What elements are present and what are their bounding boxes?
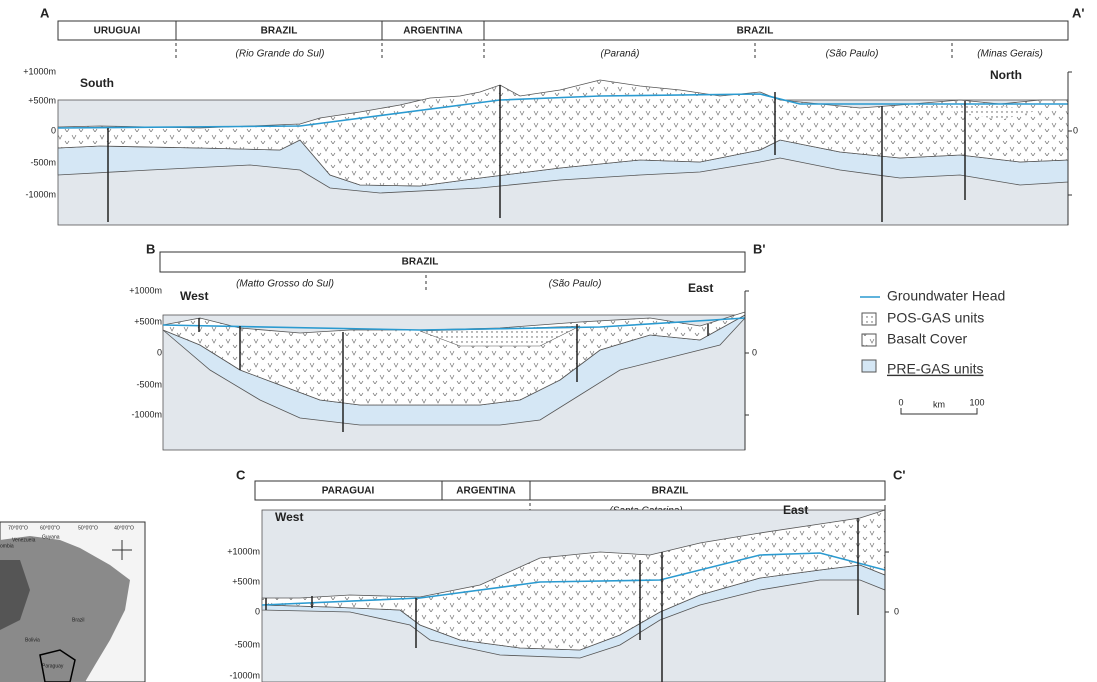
direction: West bbox=[180, 289, 208, 303]
section-label: B bbox=[146, 241, 155, 256]
legend-swatch bbox=[862, 313, 876, 325]
axis-label: +500m bbox=[28, 95, 56, 105]
map-coord: 50°0'0"O bbox=[78, 525, 98, 531]
state: (Matto Grosso do Sul) bbox=[236, 279, 334, 290]
scale-label: 0 bbox=[898, 397, 903, 407]
legend-swatch bbox=[862, 360, 876, 372]
axis-label: 0 bbox=[157, 347, 162, 357]
map-label: Brazil bbox=[72, 617, 85, 623]
axis-label: 0 bbox=[51, 125, 56, 135]
axis-label: -500m bbox=[30, 157, 56, 167]
axis-label: +1000m bbox=[23, 66, 56, 76]
axis-label: -1000m bbox=[131, 409, 162, 419]
direction: East bbox=[688, 281, 713, 295]
state: (São Paulo) bbox=[826, 49, 879, 60]
right-axis bbox=[1068, 72, 1072, 225]
map-label: Guyana bbox=[42, 534, 60, 540]
axis-label: +500m bbox=[232, 576, 260, 586]
axis-label: -1000m bbox=[25, 189, 56, 199]
country-bar bbox=[160, 252, 745, 272]
legend-swatch bbox=[862, 334, 876, 346]
section-a: A A' URUGUAI BRAZIL ARGENTINA BRAZIL (Ri… bbox=[23, 5, 1084, 225]
legend-label: Basalt Cover bbox=[887, 331, 967, 347]
country: BRAZIL bbox=[261, 26, 298, 37]
section-label: C bbox=[236, 467, 246, 482]
map-label: ombia bbox=[0, 543, 14, 549]
scale-label: km bbox=[933, 399, 945, 409]
direction: North bbox=[990, 68, 1022, 82]
state: (São Paulo) bbox=[549, 279, 602, 290]
map-coord: 60°0'0"O bbox=[40, 525, 60, 531]
axis-label: +1000m bbox=[227, 546, 260, 556]
country: BRAZIL bbox=[652, 486, 689, 497]
axis-label: -1000m bbox=[229, 670, 260, 680]
country-bar bbox=[58, 21, 1068, 40]
right-axis bbox=[745, 291, 749, 450]
scale-label: 100 bbox=[969, 397, 984, 407]
section-b: B B' BRAZIL (Matto Grosso do Sul) (São P… bbox=[129, 241, 765, 450]
country: BRAZIL bbox=[402, 257, 439, 268]
map-coord: 70°0'0"O bbox=[8, 525, 28, 531]
axis-label: +500m bbox=[134, 316, 162, 326]
section-label-end: B' bbox=[753, 241, 765, 256]
map-label: Venezuela bbox=[12, 537, 36, 543]
axis-label: 0 bbox=[752, 347, 757, 357]
direction: West bbox=[275, 510, 303, 524]
cross-sections: A A' URUGUAI BRAZIL ARGENTINA BRAZIL (Ri… bbox=[0, 0, 1097, 682]
section-c: C C' PARAGUAI ARGENTINA BRAZIL (Santa Ca… bbox=[227, 467, 905, 682]
legend-label: Groundwater Head bbox=[887, 288, 1005, 304]
section-label-end: C' bbox=[893, 467, 905, 482]
axis-label: +1000m bbox=[129, 285, 162, 295]
direction: East bbox=[783, 503, 808, 517]
axis-label: 0 bbox=[1073, 125, 1078, 135]
state: (Minas Gerais) bbox=[977, 49, 1043, 60]
right-axis bbox=[885, 505, 889, 682]
country: ARGENTINA bbox=[403, 26, 462, 37]
legend: Groundwater Head POS-GAS units Basalt Co… bbox=[860, 288, 1005, 414]
country: BRAZIL bbox=[737, 26, 774, 37]
axis-label: 0 bbox=[894, 606, 899, 616]
map-label: Bolivia bbox=[25, 637, 40, 643]
legend-label: PRE-GAS units bbox=[887, 361, 983, 377]
country: URUGUAI bbox=[94, 26, 141, 37]
map-coord: 40°0'0"O bbox=[114, 525, 134, 531]
section-label: A bbox=[40, 5, 50, 20]
state: (Rio Grande do Sul) bbox=[236, 49, 325, 60]
country: ARGENTINA bbox=[456, 486, 515, 497]
state: (Paraná) bbox=[601, 49, 640, 60]
axis-label: -500m bbox=[234, 639, 260, 649]
direction: South bbox=[80, 76, 114, 90]
map-label: Paraguay bbox=[42, 663, 64, 669]
legend-label: POS-GAS units bbox=[887, 310, 984, 326]
map-inset: 70°0'0"O 60°0'0"O 50°0'0"O 40°0'0"O Vene… bbox=[0, 522, 145, 682]
section-label-end: A' bbox=[1072, 5, 1084, 20]
country: PARAGUAI bbox=[322, 486, 375, 497]
axis-label: 0 bbox=[255, 606, 260, 616]
axis-label: -500m bbox=[136, 379, 162, 389]
